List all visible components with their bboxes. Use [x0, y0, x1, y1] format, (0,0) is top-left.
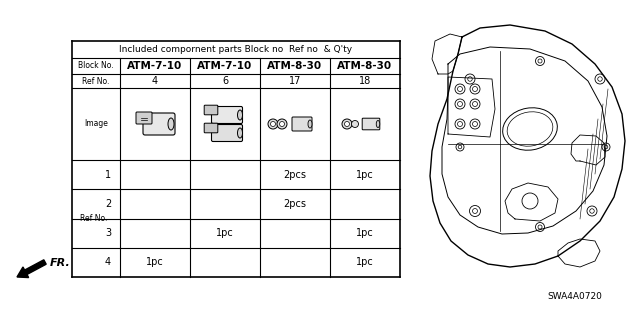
Text: ATM-8-30: ATM-8-30 — [337, 61, 392, 71]
Text: Included compornent parts Block no  Ref no  & Q'ty: Included compornent parts Block no Ref n… — [120, 45, 353, 54]
Circle shape — [342, 119, 352, 129]
FancyBboxPatch shape — [292, 117, 312, 131]
FancyBboxPatch shape — [211, 124, 243, 142]
Text: 6: 6 — [222, 76, 228, 86]
Text: SWA4A0720: SWA4A0720 — [548, 292, 602, 301]
FancyBboxPatch shape — [143, 113, 175, 135]
Circle shape — [268, 119, 278, 129]
Text: ATM-7-10: ATM-7-10 — [197, 61, 253, 71]
Text: 1pc: 1pc — [216, 228, 234, 238]
Text: ATM-7-10: ATM-7-10 — [127, 61, 182, 71]
Text: 2pcs: 2pcs — [284, 170, 307, 180]
Text: 1: 1 — [105, 170, 111, 180]
Text: 4: 4 — [105, 257, 111, 267]
Text: 1pc: 1pc — [356, 170, 374, 180]
Ellipse shape — [376, 121, 380, 128]
Text: 2pcs: 2pcs — [284, 199, 307, 209]
Text: Ref No.: Ref No. — [83, 77, 109, 85]
FancyBboxPatch shape — [204, 105, 218, 115]
Text: FR.: FR. — [50, 258, 71, 268]
FancyArrow shape — [17, 260, 46, 278]
Text: 17: 17 — [289, 76, 301, 86]
Circle shape — [351, 121, 358, 128]
Text: Image: Image — [84, 120, 108, 129]
Circle shape — [271, 122, 275, 127]
Text: 2: 2 — [105, 199, 111, 209]
Text: Ref No.: Ref No. — [80, 214, 108, 223]
Text: 3: 3 — [105, 228, 111, 238]
Text: 1pc: 1pc — [356, 257, 374, 267]
Ellipse shape — [237, 128, 243, 138]
FancyBboxPatch shape — [136, 112, 152, 124]
Ellipse shape — [168, 118, 174, 130]
FancyBboxPatch shape — [211, 107, 243, 123]
Ellipse shape — [308, 120, 312, 128]
Text: Block No.: Block No. — [78, 62, 114, 70]
FancyBboxPatch shape — [204, 123, 218, 133]
Circle shape — [280, 122, 285, 127]
Text: 18: 18 — [359, 76, 371, 86]
Text: 1pc: 1pc — [146, 257, 164, 267]
Circle shape — [344, 122, 349, 127]
Text: 4: 4 — [152, 76, 158, 86]
FancyBboxPatch shape — [362, 118, 380, 130]
Text: ATM-8-30: ATM-8-30 — [268, 61, 323, 71]
Text: 1pc: 1pc — [356, 228, 374, 238]
Ellipse shape — [237, 110, 243, 120]
Circle shape — [277, 119, 287, 129]
